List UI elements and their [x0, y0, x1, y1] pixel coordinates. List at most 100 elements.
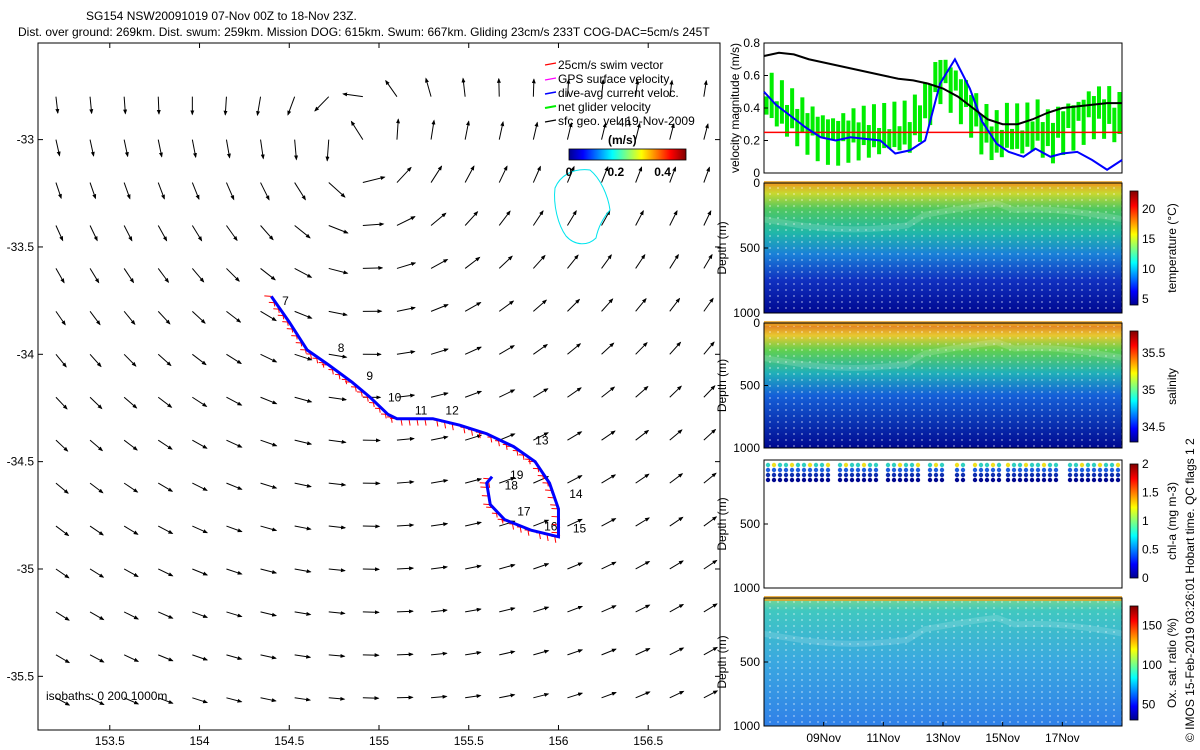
velocity-arrow [123, 225, 133, 242]
velocity-arrow [89, 525, 104, 536]
chl-dot [867, 477, 873, 483]
velocity-arrow [328, 525, 347, 530]
colorbar-tick-label: 35 [1142, 383, 1156, 397]
chl-dot [990, 462, 996, 468]
velocity-arrow [385, 79, 398, 97]
velocity-arrow [157, 353, 172, 367]
legend-label: sfc geo. vel. 19-Nov-2009 [558, 114, 695, 128]
chl-dot [960, 477, 966, 483]
velocity-arrow [464, 211, 479, 226]
chl-dot [1115, 462, 1121, 468]
chl-dot [909, 477, 915, 483]
velocity-arrow [430, 348, 449, 355]
net-velocity-bar [953, 70, 958, 91]
chl-dot [960, 462, 966, 468]
chl-dot [1103, 462, 1109, 468]
chl-dot [903, 462, 909, 468]
y-tick-label: 0.6 [743, 69, 760, 83]
velocity-arrow [669, 516, 684, 527]
velocity-arrow [499, 389, 516, 398]
colorbar-tick-label: 100 [1142, 658, 1162, 672]
velocity-arrow [89, 139, 95, 157]
chl-dot [1029, 477, 1035, 483]
velocity-arrow [669, 297, 681, 312]
velocity-arrow [226, 697, 243, 703]
chl-dot [867, 467, 873, 473]
chl-dot [1085, 477, 1091, 483]
net-velocity-bar [994, 110, 999, 153]
velocity-arrow [703, 253, 713, 269]
net-velocity-bar [836, 120, 841, 166]
colorbar-tick-label: 1.5 [1142, 486, 1159, 500]
net-velocity-bar [1004, 102, 1009, 148]
chl-dot [972, 472, 978, 478]
velocity-arrow [635, 341, 648, 355]
velocity-arrow [567, 254, 579, 269]
chl-dot [933, 477, 939, 483]
time-scale-label: 4h [618, 116, 631, 130]
velocity-arrow [498, 121, 505, 140]
velocity-arrow [567, 692, 584, 699]
chl-dot [807, 467, 813, 473]
track-day-label: 7 [282, 294, 289, 308]
chl-dot [1091, 477, 1097, 483]
chl-dot [843, 477, 849, 483]
net-velocity-bar [1117, 92, 1122, 135]
legend-label: 25cm/s swim vector [558, 58, 663, 72]
track-day-label: 17 [517, 504, 531, 518]
velocity-arrow [158, 697, 174, 704]
net-velocity-bar [1071, 105, 1076, 151]
net-velocity-bar [805, 113, 810, 155]
x-tick-label: 155 [369, 734, 389, 748]
velocity-arrow [465, 651, 482, 656]
velocity-arrow [703, 428, 717, 441]
chl-dot [978, 477, 984, 483]
chl-dot [789, 477, 795, 483]
chl-dot [915, 467, 921, 473]
velocity-arrow [396, 480, 415, 485]
track-day-label: 18 [505, 479, 519, 493]
velocity-arrow [703, 690, 719, 699]
chl-dot [1115, 477, 1121, 483]
chl-dot [1073, 462, 1079, 468]
net-velocity-bar [943, 59, 948, 84]
velocity-arrow [601, 166, 609, 183]
velocity-arrow [260, 482, 278, 489]
velocity-arrow [260, 268, 276, 281]
chl-dot [849, 462, 855, 468]
chl-dot [1029, 472, 1035, 478]
velocity-arrow [669, 122, 675, 140]
chl-dot [990, 477, 996, 483]
chl-dot [915, 462, 921, 468]
velocity-arrow [430, 608, 448, 613]
track-day-label: 12 [445, 403, 459, 417]
velocity-arrow [464, 434, 483, 441]
chl-dot [1103, 472, 1109, 478]
chl-dot [972, 462, 978, 468]
velocity-arrow [669, 166, 676, 183]
chl-dot [789, 467, 795, 473]
chl-dot [1067, 462, 1073, 468]
colorbar-tick-label: 34.5 [1142, 420, 1166, 434]
velocity-arrow [226, 654, 243, 660]
colorbar-tick-label: 5 [1142, 292, 1149, 306]
dive-avg-current-line [763, 57, 1123, 171]
velocity-arrow [601, 342, 615, 355]
net-velocity-bar [1081, 99, 1086, 145]
colorbar-label: salinity [1165, 368, 1179, 405]
velocity-arrow [601, 605, 617, 613]
velocity-series [763, 51, 1123, 171]
chl-dot [909, 467, 915, 473]
net-velocity-bar [820, 115, 825, 138]
chl-dot [807, 462, 813, 468]
dive-profile-dots [764, 183, 1122, 313]
velocity-arrow [703, 341, 715, 355]
colorbar-tick-label: 0.4 [654, 165, 671, 179]
chl-dot [891, 467, 897, 473]
time-axis-ticks: 09Nov 11Nov 13Nov 15Nov 17Nov [806, 722, 1080, 745]
chl-dot [1023, 462, 1029, 468]
velocity-arrow [396, 350, 416, 355]
velocity-arrow [328, 225, 349, 234]
velocity-arrow [260, 310, 277, 322]
chl-dot [885, 477, 891, 483]
